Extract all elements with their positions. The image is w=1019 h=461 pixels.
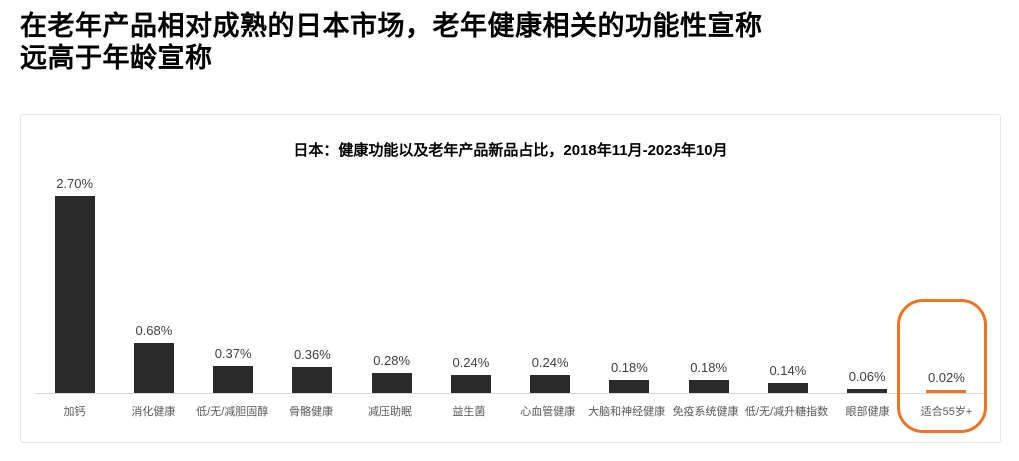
bar-category-label: 骨骼健康 [289,406,334,418]
bar-value-label: 0.68% [135,323,173,338]
bar-category-label: 心血管健康 [520,406,576,418]
bar [530,375,571,393]
bar-category-label: 免疫系统健康 [672,406,739,418]
bar [54,196,95,393]
bar-plot-area: 2.70% 0.68% 0.37% 0.36% 0.28% 0.24% 0.24% 0.18%… [35,165,986,394]
bar [371,373,412,393]
bar [292,367,333,393]
bar-column: 0.24% [431,165,510,393]
bar-category-label: 适合55岁+ [920,406,973,418]
slide-heading: 在老年产品相对成熟的日本市场，老年健康相关的功能性宣称 远高于年龄宣称 [20,10,1000,75]
bar-category-label: 低/无/减胆固醇 [196,406,269,418]
bar-highlighted [926,390,967,393]
bar [767,383,808,393]
bar-value-label: 0.28% [373,353,411,368]
bar-category-label: 眼部健康 [845,406,890,418]
bar-category-label: 减压助眠 [368,406,412,418]
bar-category-label: 大脑和神经健康 [588,406,666,418]
bar [133,343,174,393]
bar-column: 0.06% [828,165,907,393]
bar-value-label: 0.14% [769,363,807,378]
bar-column: 0.02% [907,165,986,393]
chart-card: 日本：健康功能以及老年产品新品占比，2018年11月-2023年10月 2.70… [20,114,1001,443]
bar-value-label: 0.02% [927,370,965,385]
bar-column: 0.14% [748,165,827,393]
bar-value-label: 2.70% [56,176,94,191]
bar-column: 0.28% [352,165,431,393]
bar-column: 0.18% [669,165,748,393]
bar-category-label: 加钙 [63,406,86,418]
bar-column: 0.37% [194,165,273,393]
bar-category-label: 低/无/减升糖指数 [745,406,829,418]
bar-value-label: 0.37% [214,346,252,361]
chart-title: 日本：健康功能以及老年产品新品占比，2018年11月-2023年10月 [293,142,728,159]
bar-column: 0.18% [590,165,669,393]
bar-category-label: 益生菌 [452,406,486,418]
bar [213,366,254,393]
bar [450,375,491,393]
category-axis: 加钙 消化健康 低/无/减胆固醇 骨骼健康 减压助眠 益生菌 心血管健康 大脑和神经健康 免疫系… [35,403,986,419]
bar-column: 0.68% [114,165,193,393]
bar [847,389,888,393]
bar-value-label: 0.36% [293,347,331,362]
bar-category-label: 消化健康 [131,406,176,418]
bar-value-label: 0.18% [690,360,728,375]
bar-column: 2.70% [35,165,114,393]
bar-value-label: 0.18% [610,360,648,375]
bar-value-label: 0.24% [531,355,569,370]
bar-column: 0.36% [273,165,352,393]
bar-value-label: 0.06% [848,369,886,384]
bar [688,380,729,393]
bar [609,380,650,393]
slide-heading-line2: 远高于年龄宣称 [20,43,213,74]
slide-heading-line1: 在老年产品相对成熟的日本市场，老年健康相关的功能性宣称 [20,11,763,41]
bar-column: 0.24% [511,165,590,393]
bar-value-label: 0.24% [452,355,490,370]
